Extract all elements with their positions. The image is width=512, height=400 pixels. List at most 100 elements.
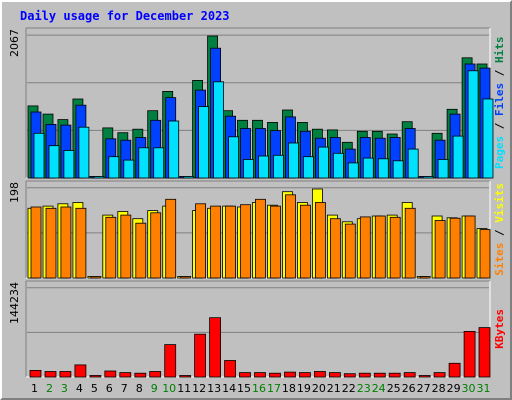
bar-pages-day-14 <box>228 136 240 179</box>
bar-kbytes-day-6 <box>104 370 117 378</box>
bar-kbytes-day-5 <box>89 375 102 378</box>
panel-visits-sites: 198 Sites / Visits <box>8 180 506 279</box>
day-label-14: 14 <box>222 382 236 395</box>
day-label-12: 12 <box>192 382 206 395</box>
plot-area <box>26 281 490 377</box>
day-label-13: 13 <box>207 382 221 395</box>
bar-sites-day-16 <box>255 198 266 279</box>
bar-pages-day-13 <box>213 81 225 179</box>
bar-kbytes-day-27 <box>418 375 431 378</box>
bar-sites-day-10 <box>165 198 177 279</box>
day-label-5: 5 <box>91 382 98 395</box>
day-label-6: 6 <box>106 382 113 395</box>
bar-sites-day-29 <box>449 217 461 279</box>
day-label-31: 31 <box>477 382 491 395</box>
day-label-27: 27 <box>417 382 431 395</box>
bar-kbytes-day-14 <box>224 360 237 378</box>
bar-kbytes-day-7 <box>119 372 132 378</box>
bar-sites-day-9 <box>150 212 162 279</box>
bar-sites-day-12 <box>195 203 207 279</box>
series-sites <box>30 194 491 279</box>
bar-sites-day-26 <box>404 207 416 279</box>
bar-kbytes-day-16 <box>254 372 266 378</box>
day-label-19: 19 <box>297 382 311 395</box>
bar-sites-day-3 <box>60 206 72 279</box>
bar-kbytes-day-22 <box>343 373 356 378</box>
bar-pages-day-15 <box>243 159 254 179</box>
day-label-23: 23 <box>357 382 371 395</box>
day-label-15: 15 <box>237 382 251 395</box>
legend-item-kbytes: KBytes <box>493 309 506 349</box>
bar-sites-day-19 <box>299 204 311 279</box>
day-label-28: 28 <box>432 382 446 395</box>
bar-sites-day-31 <box>479 229 491 279</box>
bar-sites-day-14 <box>225 205 237 279</box>
bar-pages-day-17 <box>273 154 284 179</box>
bar-sites-day-8 <box>135 222 147 279</box>
bar-kbytes-day-24 <box>373 372 386 378</box>
bar-pages-day-21 <box>332 152 344 179</box>
bar-pages-day-11 <box>183 176 195 179</box>
legend-separator: / <box>493 223 506 243</box>
bar-pages-day-20 <box>317 146 329 179</box>
bar-pages-day-30 <box>467 70 479 179</box>
day-label-2: 2 <box>46 382 53 395</box>
legend-item-sites: Sites <box>493 243 506 276</box>
bar-pages-day-29 <box>452 135 464 179</box>
bar-kbytes-day-2 <box>44 371 57 378</box>
day-label-21: 21 <box>327 382 341 395</box>
bar-kbytes-day-13 <box>209 317 222 378</box>
bar-kbytes-day-19 <box>298 372 311 378</box>
bar-pages-day-2 <box>48 145 60 179</box>
day-label-8: 8 <box>136 382 143 395</box>
bar-kbytes-day-4 <box>74 364 87 378</box>
day-axis: 1 2 3 4 5 6 7 8 9 10 11 12 13 14 15 16 17 18 19 20 21 22 23 24 2… <box>31 382 491 395</box>
bar-sites-day-1 <box>30 206 42 279</box>
bar-pages-day-19 <box>302 156 314 179</box>
bar-pages-day-22 <box>347 162 359 179</box>
series-pages <box>33 70 494 179</box>
day-label-7: 7 <box>121 382 128 395</box>
bar-pages-day-26 <box>407 148 419 179</box>
bar-kbytes-day-18 <box>284 371 296 378</box>
bar-sites-day-28 <box>434 220 446 279</box>
bar-kbytes-day-26 <box>403 372 416 378</box>
legend-visits-sites: Sites / Visits <box>493 183 506 276</box>
bar-kbytes-day-12 <box>194 333 207 378</box>
bar-kbytes-day-25 <box>388 372 401 378</box>
bar-pages-day-24 <box>377 158 389 179</box>
bar-sites-day-11 <box>180 276 192 279</box>
panel-kbytes: 144234 KBytes <box>8 280 506 378</box>
y-max-label: 144234 <box>8 282 21 324</box>
bar-sites-day-18 <box>285 194 296 279</box>
chart-panels: 2067 Pages / Files / Hits 198 Sites / Visit… <box>8 27 506 378</box>
day-label-1: 1 <box>31 382 38 395</box>
day-label-16: 16 <box>252 382 266 395</box>
bar-pages-day-5 <box>93 176 105 179</box>
day-label-22: 22 <box>342 382 356 395</box>
bar-pages-day-12 <box>198 106 210 179</box>
bar-sites-day-27 <box>419 276 431 279</box>
day-label-24: 24 <box>372 382 386 395</box>
bar-pages-day-7 <box>123 159 135 179</box>
legend-item-files: Files <box>493 83 506 116</box>
legend-item-visits: Visits <box>493 183 506 223</box>
legend-kbytes: KBytes <box>493 309 506 349</box>
bar-pages-day-18 <box>288 142 299 179</box>
bar-pages-day-8 <box>138 147 150 179</box>
bar-pages-day-1 <box>33 132 45 179</box>
bar-kbytes-day-23 <box>358 372 371 378</box>
day-label-10: 10 <box>162 382 176 395</box>
bar-kbytes-day-20 <box>313 371 326 378</box>
legend-separator: / <box>493 63 506 83</box>
legend-item-pages: Pages <box>493 136 506 169</box>
legend-hits-files-pages: Pages / Files / Hits <box>493 37 506 170</box>
bar-kbytes-day-1 <box>29 369 42 378</box>
bar-pages-day-3 <box>63 150 75 179</box>
bar-sites-day-23 <box>359 216 371 279</box>
bar-kbytes-day-21 <box>328 372 341 378</box>
bar-pages-day-27 <box>422 176 434 179</box>
bar-sites-day-13 <box>210 205 222 279</box>
bar-pages-day-28 <box>437 159 449 179</box>
bar-pages-day-23 <box>362 157 374 179</box>
